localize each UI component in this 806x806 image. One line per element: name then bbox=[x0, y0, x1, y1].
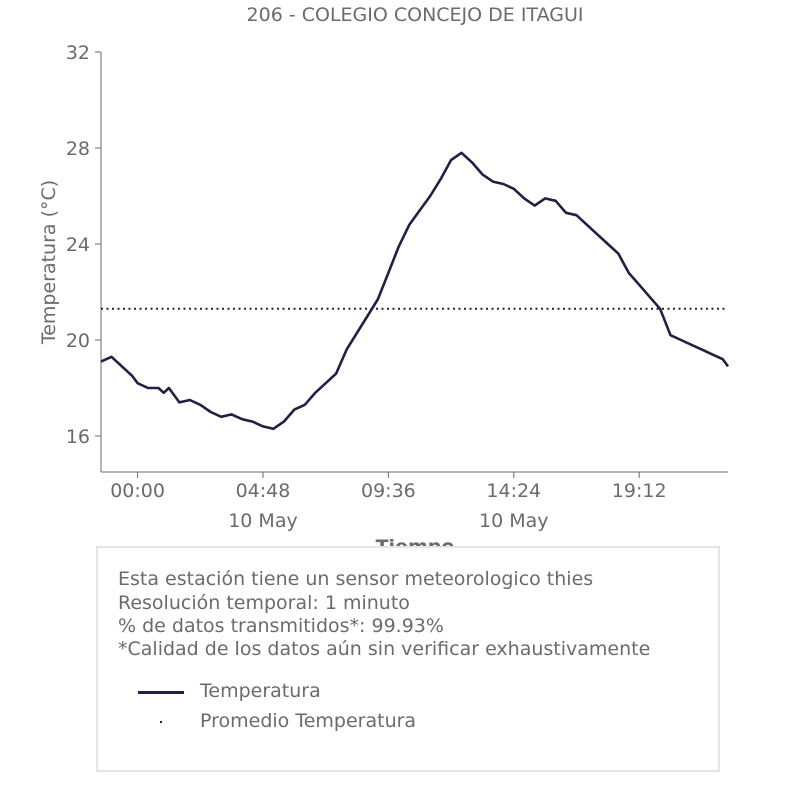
legend-solid-line-swatch bbox=[138, 691, 184, 694]
info-transmitted-text: % de datos transmitidos*: 99.93% bbox=[118, 615, 444, 637]
y-tick-label: 16 bbox=[66, 426, 90, 448]
series-line-temperatura bbox=[100, 151, 730, 431]
x-tick-label: 14:24 bbox=[486, 480, 541, 502]
legend-dotted-swatch bbox=[160, 721, 162, 723]
legend-label-temperatura: Temperatura bbox=[200, 680, 321, 702]
y-axis-label: Temperatura (°C) bbox=[38, 180, 60, 345]
x-axis-ticks: 00:00 04:48 10 May 09:36 14:24 10 May 19:12 bbox=[110, 472, 667, 532]
x-tick-label: 04:48 bbox=[236, 480, 291, 502]
info-sensor-text: Esta estación tiene un sensor meteorolog… bbox=[118, 568, 594, 590]
x-tick-label: 19:12 bbox=[612, 480, 667, 502]
station-info-box: Esta estación tiene un sensor meteorolog… bbox=[96, 546, 720, 772]
y-axis-ticks: 16 20 24 28 32 bbox=[66, 42, 101, 448]
temperature-chart: 206 - COLEGIO CONCEJO DE ITAGUI 16 20 24 28… bbox=[38, 4, 730, 558]
y-tick-label: 28 bbox=[66, 138, 90, 160]
x-tick-label: 00:00 bbox=[110, 480, 165, 502]
chart-title: 206 - COLEGIO CONCEJO DE ITAGUI bbox=[247, 4, 584, 26]
x-tick-label: 09:36 bbox=[361, 480, 416, 502]
y-tick-label: 32 bbox=[66, 42, 90, 64]
y-tick-label: 20 bbox=[66, 330, 90, 352]
y-tick-label: 24 bbox=[66, 234, 90, 256]
info-quality-note: *Calidad de los datos aún sin verificar … bbox=[118, 638, 651, 660]
series-layer bbox=[100, 151, 730, 431]
x-tick-sublabel: 10 May bbox=[479, 510, 549, 532]
x-tick-sublabel: 10 May bbox=[228, 510, 298, 532]
legend-label-promedio: Promedio Temperatura bbox=[200, 710, 417, 732]
info-resolution-text: Resolución temporal: 1 minuto bbox=[118, 592, 410, 614]
